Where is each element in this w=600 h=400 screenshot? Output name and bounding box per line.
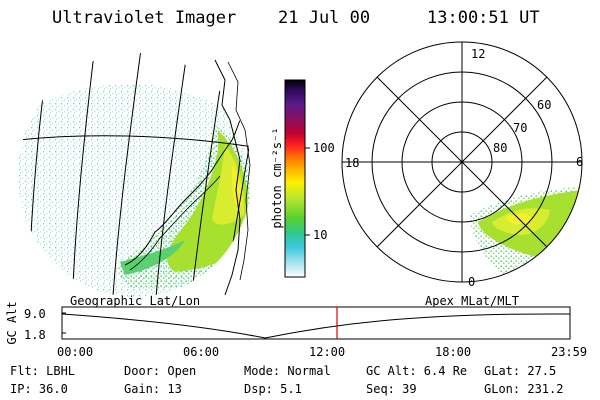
glat-info: GLat: 27.5 xyxy=(484,364,557,378)
mlat-label-60: 60 xyxy=(537,98,552,112)
mlt-label-12: 12 xyxy=(471,47,486,61)
polar-plot-label: Apex MLat/MLT xyxy=(425,294,519,308)
mode-info: Mode: Normal xyxy=(244,364,331,378)
mlat-label-70: 70 xyxy=(513,121,528,135)
mlt-label-0: 0 xyxy=(468,275,476,289)
time-tick-0000: 00:00 xyxy=(57,345,94,359)
altitude-plot xyxy=(61,306,571,340)
colorbar-unit-label: photon cm⁻²s⁻¹ xyxy=(270,127,284,229)
colorbar xyxy=(284,79,310,278)
ip-info: IP: 36.0 xyxy=(10,382,68,396)
gain-info: Gain: 13 xyxy=(124,382,182,396)
seq-info: Seq: 39 xyxy=(366,382,417,396)
time-tick-0600: 06:00 xyxy=(183,345,220,359)
time-tick-1800: 18:00 xyxy=(435,345,472,359)
alt-ytick-low: 1.8 xyxy=(24,328,46,342)
colorbar-tick-10: 10 xyxy=(313,228,328,242)
time-label: 13:00:51 UT xyxy=(427,8,540,28)
colorbar-tick-100: 100 xyxy=(313,141,335,155)
geographic-map xyxy=(18,53,252,297)
time-tick-2359: 23:59 xyxy=(551,345,588,359)
polar-plot xyxy=(341,41,583,283)
glon-info: GLon: 231.2 xyxy=(484,382,564,396)
mlt-label-6: 6 xyxy=(576,155,584,169)
dsp-info: Dsp: 5.1 xyxy=(244,382,302,396)
mlat-label-80: 80 xyxy=(493,141,508,155)
door-info: Door: Open xyxy=(124,364,197,378)
alt-axis-label: GC Alt xyxy=(5,301,19,345)
instrument-title: Ultraviolet Imager xyxy=(52,8,237,28)
gc-alt-info: GC Alt: 6.4 Re xyxy=(366,364,468,378)
time-tick-1200: 12:00 xyxy=(309,345,346,359)
date-label: 21 Jul 00 xyxy=(278,8,371,28)
alt-ytick-high: 9.0 xyxy=(24,307,46,321)
filter-info: Flt: LBHL xyxy=(10,364,76,378)
mlt-label-18: 18 xyxy=(345,156,360,170)
geo-map-label: Geographic Lat/Lon xyxy=(70,294,201,308)
